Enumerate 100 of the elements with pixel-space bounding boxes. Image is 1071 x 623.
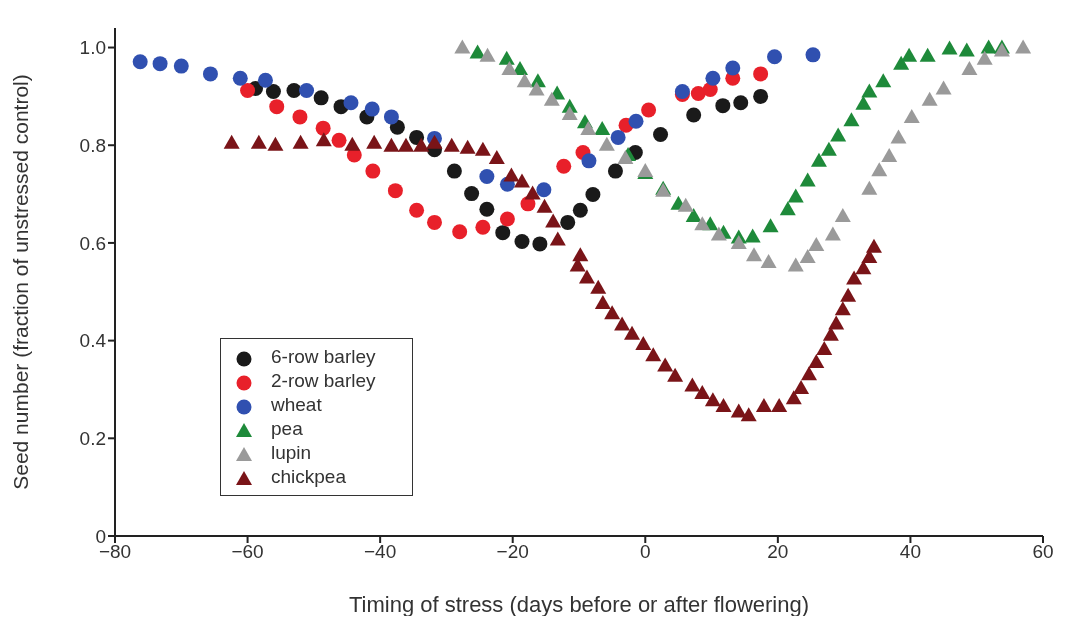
point	[459, 139, 476, 154]
point	[710, 226, 727, 241]
point	[543, 91, 560, 106]
point	[787, 188, 804, 203]
y-axis-title: Seed number (fraction of unstressed control)	[9, 74, 33, 490]
point	[1015, 39, 1032, 54]
y-tick-label: 0.4	[79, 330, 107, 352]
point	[767, 49, 783, 65]
point	[513, 173, 530, 188]
point	[364, 101, 380, 117]
point	[961, 61, 978, 76]
point	[641, 102, 657, 118]
point	[624, 325, 641, 340]
point	[901, 47, 918, 62]
point	[610, 129, 626, 145]
point	[824, 226, 841, 241]
point	[479, 47, 496, 62]
point	[715, 398, 732, 413]
point	[536, 198, 553, 213]
point	[524, 185, 541, 200]
point	[745, 247, 762, 262]
point	[590, 279, 607, 294]
point	[694, 384, 711, 399]
point	[488, 149, 505, 164]
point	[690, 85, 706, 101]
point	[730, 234, 747, 249]
point	[843, 112, 860, 127]
point	[941, 40, 958, 55]
point	[855, 260, 872, 275]
point	[861, 180, 878, 195]
y-tick-label: 0.8	[79, 134, 106, 156]
point	[958, 42, 975, 57]
point	[840, 287, 857, 302]
point	[474, 141, 491, 156]
point	[594, 295, 611, 309]
point	[890, 129, 907, 144]
point	[805, 47, 821, 63]
point	[785, 390, 802, 405]
point	[903, 108, 920, 123]
point	[232, 70, 248, 86]
point	[740, 407, 757, 422]
x-tick-label: 0	[640, 541, 651, 563]
legend-label: 2-row barley	[271, 370, 376, 391]
point	[645, 347, 662, 362]
point	[816, 340, 833, 355]
point	[834, 301, 851, 316]
point	[935, 80, 952, 95]
point	[607, 163, 623, 179]
point	[292, 109, 308, 125]
point	[269, 99, 285, 115]
point	[881, 147, 898, 162]
point	[315, 120, 331, 136]
point	[545, 213, 562, 228]
point	[409, 202, 425, 218]
point	[267, 136, 284, 151]
point	[828, 315, 845, 330]
point	[532, 236, 548, 252]
point	[286, 83, 302, 99]
x-tick-label: −20	[496, 541, 529, 563]
point	[846, 270, 863, 285]
point	[331, 132, 347, 148]
point	[686, 107, 702, 123]
point	[635, 336, 652, 351]
point	[921, 91, 938, 106]
legend-label: wheat	[271, 394, 322, 415]
point	[265, 84, 281, 99]
point	[556, 158, 572, 174]
point	[753, 88, 769, 104]
y-tick-label: 0	[95, 525, 106, 547]
point	[479, 168, 495, 184]
point	[810, 152, 827, 167]
point	[366, 134, 383, 149]
point	[173, 58, 189, 74]
point	[475, 219, 491, 235]
point	[628, 113, 644, 129]
point	[343, 95, 359, 111]
point	[834, 208, 851, 223]
point	[715, 98, 731, 114]
point	[801, 366, 818, 381]
point	[383, 137, 400, 152]
point	[528, 81, 545, 96]
point	[578, 269, 595, 284]
point	[753, 66, 769, 82]
point	[561, 105, 578, 120]
point	[667, 367, 684, 382]
point	[871, 162, 888, 177]
point	[299, 83, 315, 99]
point	[657, 357, 674, 372]
x-tick-label: 40	[899, 541, 921, 563]
point	[976, 50, 993, 65]
point	[464, 186, 480, 202]
x-tick-label: −40	[364, 541, 397, 563]
point	[426, 134, 443, 149]
point	[580, 121, 597, 136]
point	[257, 72, 273, 88]
point	[387, 183, 403, 199]
point	[779, 201, 796, 216]
point	[498, 50, 515, 65]
point	[250, 134, 267, 149]
point	[604, 305, 621, 320]
